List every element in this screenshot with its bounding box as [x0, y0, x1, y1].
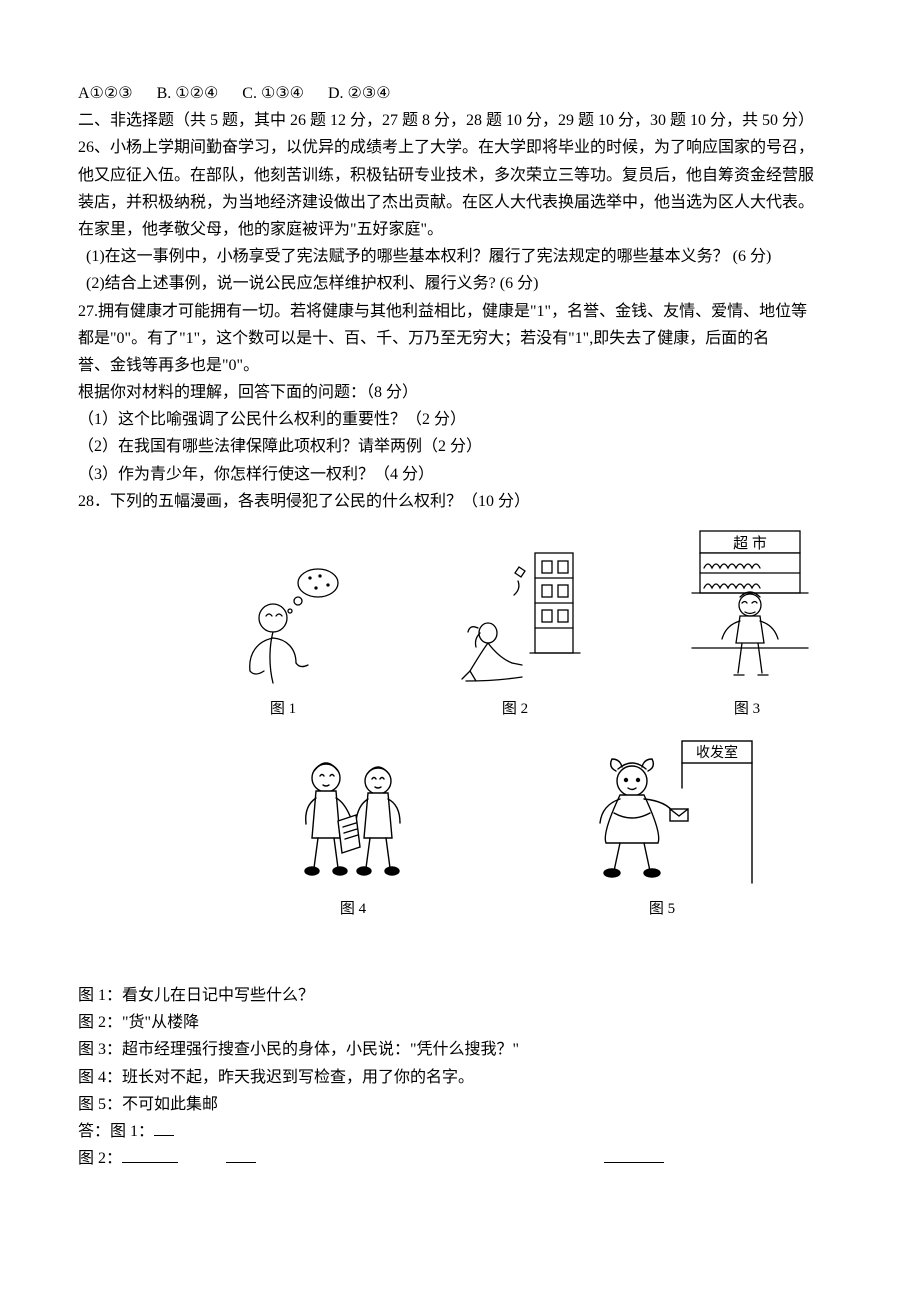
figure-3-label: 图 3	[734, 697, 760, 723]
figure-5-label: 图 5	[649, 897, 675, 923]
q27-sub1: （1）这个比喻强调了公民什么权利的重要性？（2 分）	[78, 406, 842, 433]
figure-4-box: 图 4	[278, 743, 428, 923]
svg-text:收发室: 收发室	[696, 744, 738, 761]
q27-stem-l3: 誉、金钱等再多也是"0"。	[78, 352, 842, 379]
answer-2-line: 图 2：	[78, 1145, 842, 1172]
q26-stem-l1: 26、小杨上学期间勤奋学习，以优异的成绩考上了大学。在大学即将毕业的时候，为了响…	[78, 134, 842, 161]
q27-stem-l2: 都是"0"。有了"1"，这个数可以是十、百、千、万乃至无穷大；若没有"1",即失…	[78, 325, 842, 352]
q26-sub1: (1)在这一事例中，小杨享受了宪法赋予的哪些基本权利？履行了宪法规定的哪些基本义…	[78, 243, 842, 270]
figure-5-icon: 收发室	[562, 733, 762, 893]
answer-1-blank	[154, 1122, 174, 1136]
mc-options-line: A①②③ B. ①②④ C. ①③④ D. ②③④	[78, 80, 842, 107]
answer-1-prefix: 答：图 1：	[78, 1123, 154, 1140]
answer-2-blank-3	[604, 1149, 664, 1163]
caption-2: 图 2："货"从楼降	[78, 1009, 842, 1036]
option-d: D. ②③④	[328, 85, 391, 102]
figure-2-box: 图 2	[440, 533, 590, 723]
q26-stem-l2: 他又应征入伍。在部队，他刻苦训练，积极钻研专业技术，多次荣立三等功。复员后，他自…	[78, 162, 842, 189]
caption-5: 图 5：不可如此集邮	[78, 1091, 842, 1118]
caption-3: 图 3：超市经理强行搜查小民的身体，小民说："凭什么搜我？"	[78, 1036, 842, 1063]
q28-stem: 28．下列的五幅漫画，各表明侵犯了公民的什么权利？（10 分）	[78, 488, 842, 515]
figure-3-box: 超 市	[682, 523, 812, 723]
option-a: A①②③	[78, 85, 133, 102]
figure-1-box: 图 1	[218, 563, 348, 723]
q26-stem-l3: 装店，并积极纳税，为当地经济建设做出了杰出贡献。在区人大代表换届选举中，他当选为…	[78, 189, 842, 216]
caption-4: 图 4：班长对不起，昨天我迟到写检查，用了你的名字。	[78, 1064, 842, 1091]
figure-5-box: 收发室	[562, 733, 762, 923]
q26-stem-l4: 在家里，他孝敬父母，他的家庭被评为"五好家庭"。	[78, 216, 842, 243]
figure-2-label: 图 2	[502, 697, 528, 723]
svg-text:超 市: 超 市	[733, 535, 767, 552]
option-c: C. ①③④	[242, 85, 304, 102]
figure-4-icon	[278, 743, 428, 893]
q27-stem-l1: 27.拥有健康才可能拥有一切。若将健康与其他利益相比，健康是"1"，名誉、金钱、…	[78, 298, 842, 325]
answer-2-blank-1	[122, 1149, 178, 1163]
figures-row-1: 图 1	[78, 523, 842, 723]
figure-2-icon	[440, 533, 590, 693]
answer-2-blank-2	[226, 1149, 256, 1163]
q27-prompt: 根据你对材料的理解，回答下面的问题：（8 分）	[78, 379, 842, 406]
caption-1: 图 1：看女儿在日记中写些什么？	[78, 982, 842, 1009]
figure-4-label: 图 4	[340, 897, 366, 923]
figure-1-label: 图 1	[270, 697, 296, 723]
answer-1-line: 答：图 1：	[78, 1118, 842, 1145]
q27-sub3: （3）作为青少年，你怎样行使这一权利？（4 分）	[78, 461, 842, 488]
q26-sub2: (2)结合上述事例，说一说公民应怎样维护权利、履行义务? (6 分)	[78, 270, 842, 297]
option-b: B. ①②④	[157, 85, 219, 102]
captions-block: 图 1：看女儿在日记中写些什么？ 图 2："货"从楼降 图 3：超市经理强行搜查…	[78, 982, 842, 1172]
figure-3-icon: 超 市	[682, 523, 812, 693]
answer-2-prefix: 图 2：	[78, 1150, 122, 1167]
q27-sub2: （2）在我国有哪些法律保障此项权利？请举两例（2 分）	[78, 433, 842, 460]
section-heading: 二、非选择题（共 5 题，其中 26 题 12 分，27 题 8 分，28 题 …	[78, 107, 842, 134]
figure-1-icon	[218, 563, 348, 693]
figures-row-2: 图 4 收发室	[78, 733, 842, 923]
